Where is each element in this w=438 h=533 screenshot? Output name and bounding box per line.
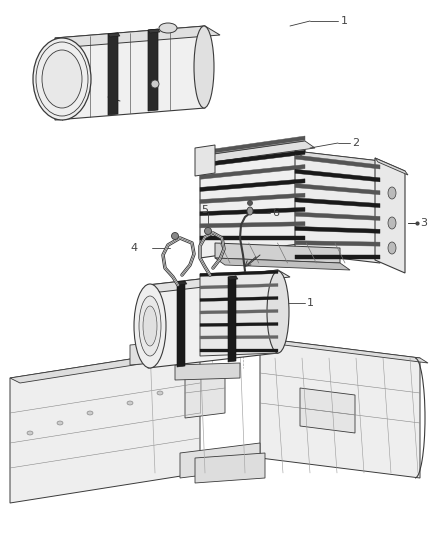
Polygon shape [108,33,118,115]
Polygon shape [177,281,185,367]
Text: 1: 1 [341,16,348,26]
Polygon shape [295,169,380,182]
Text: 6: 6 [272,208,279,218]
Ellipse shape [388,242,396,254]
Text: 5: 5 [201,205,208,215]
Text: 4: 4 [131,243,138,253]
Polygon shape [260,338,428,363]
Ellipse shape [247,200,252,206]
Polygon shape [55,26,205,120]
Ellipse shape [388,187,396,199]
Polygon shape [200,141,315,163]
Polygon shape [148,270,278,368]
Ellipse shape [267,271,289,353]
Ellipse shape [205,228,212,235]
Ellipse shape [134,284,166,368]
Ellipse shape [139,296,161,356]
Polygon shape [295,183,380,195]
Ellipse shape [388,217,396,229]
Polygon shape [200,271,278,356]
Polygon shape [200,271,278,277]
Ellipse shape [143,306,157,346]
Polygon shape [295,212,380,221]
Polygon shape [295,151,388,167]
Ellipse shape [57,421,63,425]
Polygon shape [108,33,120,37]
Polygon shape [10,348,200,503]
Text: 3: 3 [420,218,427,228]
Ellipse shape [87,411,93,415]
Polygon shape [10,348,210,383]
Polygon shape [228,276,236,362]
Polygon shape [200,141,305,258]
Polygon shape [200,222,305,228]
Polygon shape [228,276,238,280]
Ellipse shape [42,50,82,108]
Polygon shape [185,373,225,418]
Polygon shape [200,193,305,204]
Polygon shape [148,270,290,292]
Polygon shape [295,255,380,259]
Polygon shape [200,310,278,314]
Polygon shape [180,443,260,478]
Ellipse shape [27,431,33,435]
Polygon shape [200,136,305,155]
Polygon shape [200,179,305,191]
Polygon shape [260,338,420,478]
Polygon shape [200,335,278,339]
Polygon shape [148,29,160,33]
Polygon shape [295,151,380,263]
Polygon shape [200,207,305,216]
Polygon shape [200,322,278,327]
Ellipse shape [247,207,253,215]
Ellipse shape [127,401,133,405]
Polygon shape [177,281,187,285]
Polygon shape [55,26,220,47]
Polygon shape [295,155,380,169]
Polygon shape [300,388,355,433]
Ellipse shape [194,26,214,108]
Polygon shape [295,241,380,246]
Polygon shape [200,284,278,289]
Polygon shape [200,150,305,167]
Polygon shape [215,258,350,270]
Ellipse shape [151,80,159,88]
Polygon shape [295,227,380,233]
Ellipse shape [33,38,91,120]
Polygon shape [200,349,278,351]
Polygon shape [375,158,405,273]
Text: 1: 1 [307,298,314,308]
Ellipse shape [159,23,177,33]
Polygon shape [148,29,158,111]
Ellipse shape [157,391,163,395]
Polygon shape [375,158,408,175]
Polygon shape [130,333,265,365]
Polygon shape [295,198,380,207]
Polygon shape [200,165,305,179]
Ellipse shape [172,232,179,239]
Polygon shape [200,296,278,302]
Text: 2: 2 [352,138,359,148]
Polygon shape [195,453,265,483]
Polygon shape [215,243,340,263]
Polygon shape [195,145,215,176]
Polygon shape [175,363,240,380]
Polygon shape [200,236,305,240]
